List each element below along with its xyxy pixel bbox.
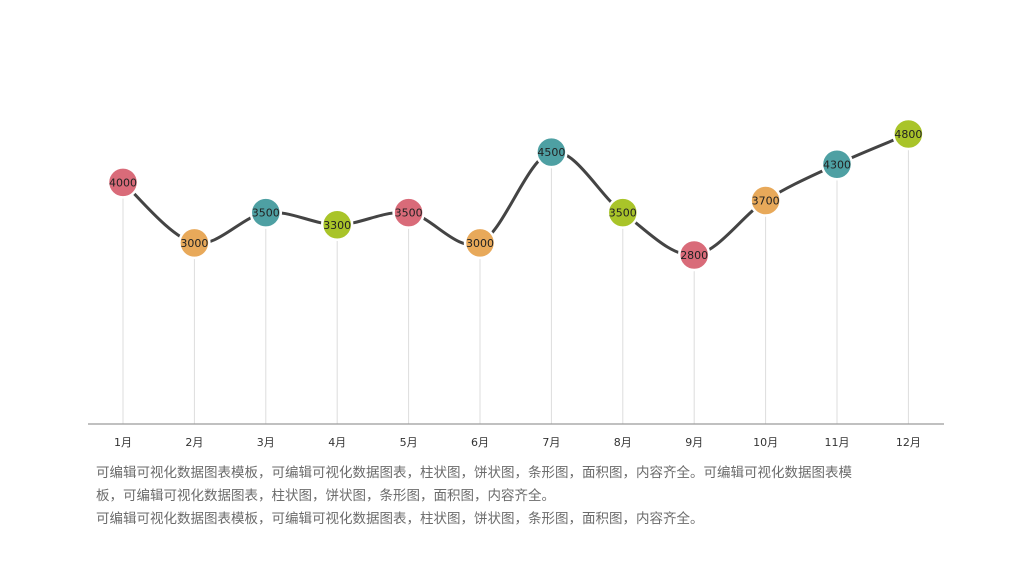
data-point — [749, 184, 782, 217]
data-point — [249, 196, 283, 229]
description-line-1: 可编辑可视化数据图表模板，可编辑可视化数据图表，柱状图，饼状图，条形图，面积图，… — [96, 465, 852, 481]
data-label: 2800 — [680, 249, 708, 262]
line-chart: 4000 3000 3500 3300 3500 3000 4500 3500 2800 3700… — [88, 117, 944, 449]
data-point — [820, 148, 854, 181]
data-point — [606, 196, 640, 229]
data-point — [178, 226, 211, 260]
x-tick-label: 2月 — [185, 436, 203, 449]
description-text: 可编辑可视化数据图表模板，可编辑可视化数据图表，柱状图，饼状图，条形图，面积图，… — [96, 462, 946, 531]
data-label: 4500 — [537, 146, 565, 159]
x-tick-label: 1月 — [114, 436, 132, 449]
data-label: 3000 — [466, 237, 494, 250]
data-label: 3700 — [752, 195, 780, 208]
x-tick-label: 4月 — [328, 436, 346, 449]
data-points — [106, 117, 925, 272]
series-line — [122, 132, 909, 257]
data-point — [320, 208, 354, 241]
x-tick-label: 11月 — [825, 436, 850, 449]
description-line-3: 可编辑可视化数据图表模板，可编辑可视化数据图表，柱状图，饼状图，条形图，面积图，… — [96, 511, 704, 527]
data-label: 3300 — [323, 219, 351, 232]
data-point — [892, 117, 925, 151]
x-tick-labels: 1月 2月 3月 4月 5月 6月 7月 8月 9月 10月 11月 12月 — [114, 436, 921, 449]
data-label: 4000 — [109, 176, 137, 189]
description-line-2: 板，可编辑可视化数据图表，柱状图，饼状图，条形图，面积图，内容齐全。 — [96, 488, 555, 504]
data-point — [535, 135, 568, 169]
x-tick-label: 5月 — [400, 436, 418, 449]
data-labels: 4000 3000 3500 3300 3500 3000 4500 3500 2800 3700… — [109, 128, 922, 262]
x-tick-label: 8月 — [614, 436, 632, 449]
data-label: 3500 — [395, 207, 423, 220]
data-label: 3500 — [609, 207, 637, 220]
data-point — [463, 226, 497, 260]
data-label: 4300 — [823, 158, 851, 171]
data-label: 3500 — [252, 207, 280, 220]
x-tick-label: 12月 — [896, 436, 921, 449]
x-tick-label: 6月 — [471, 436, 489, 449]
drop-lines — [122, 134, 909, 424]
data-point — [392, 196, 425, 229]
x-tick-label: 7月 — [542, 436, 560, 449]
data-label: 3000 — [180, 237, 208, 250]
data-point — [106, 166, 140, 199]
x-tick-label: 3月 — [257, 436, 275, 449]
data-point — [677, 238, 711, 272]
x-tick-label: 9月 — [685, 436, 703, 449]
x-tick-label: 10月 — [753, 436, 778, 449]
data-label: 4800 — [894, 128, 922, 141]
